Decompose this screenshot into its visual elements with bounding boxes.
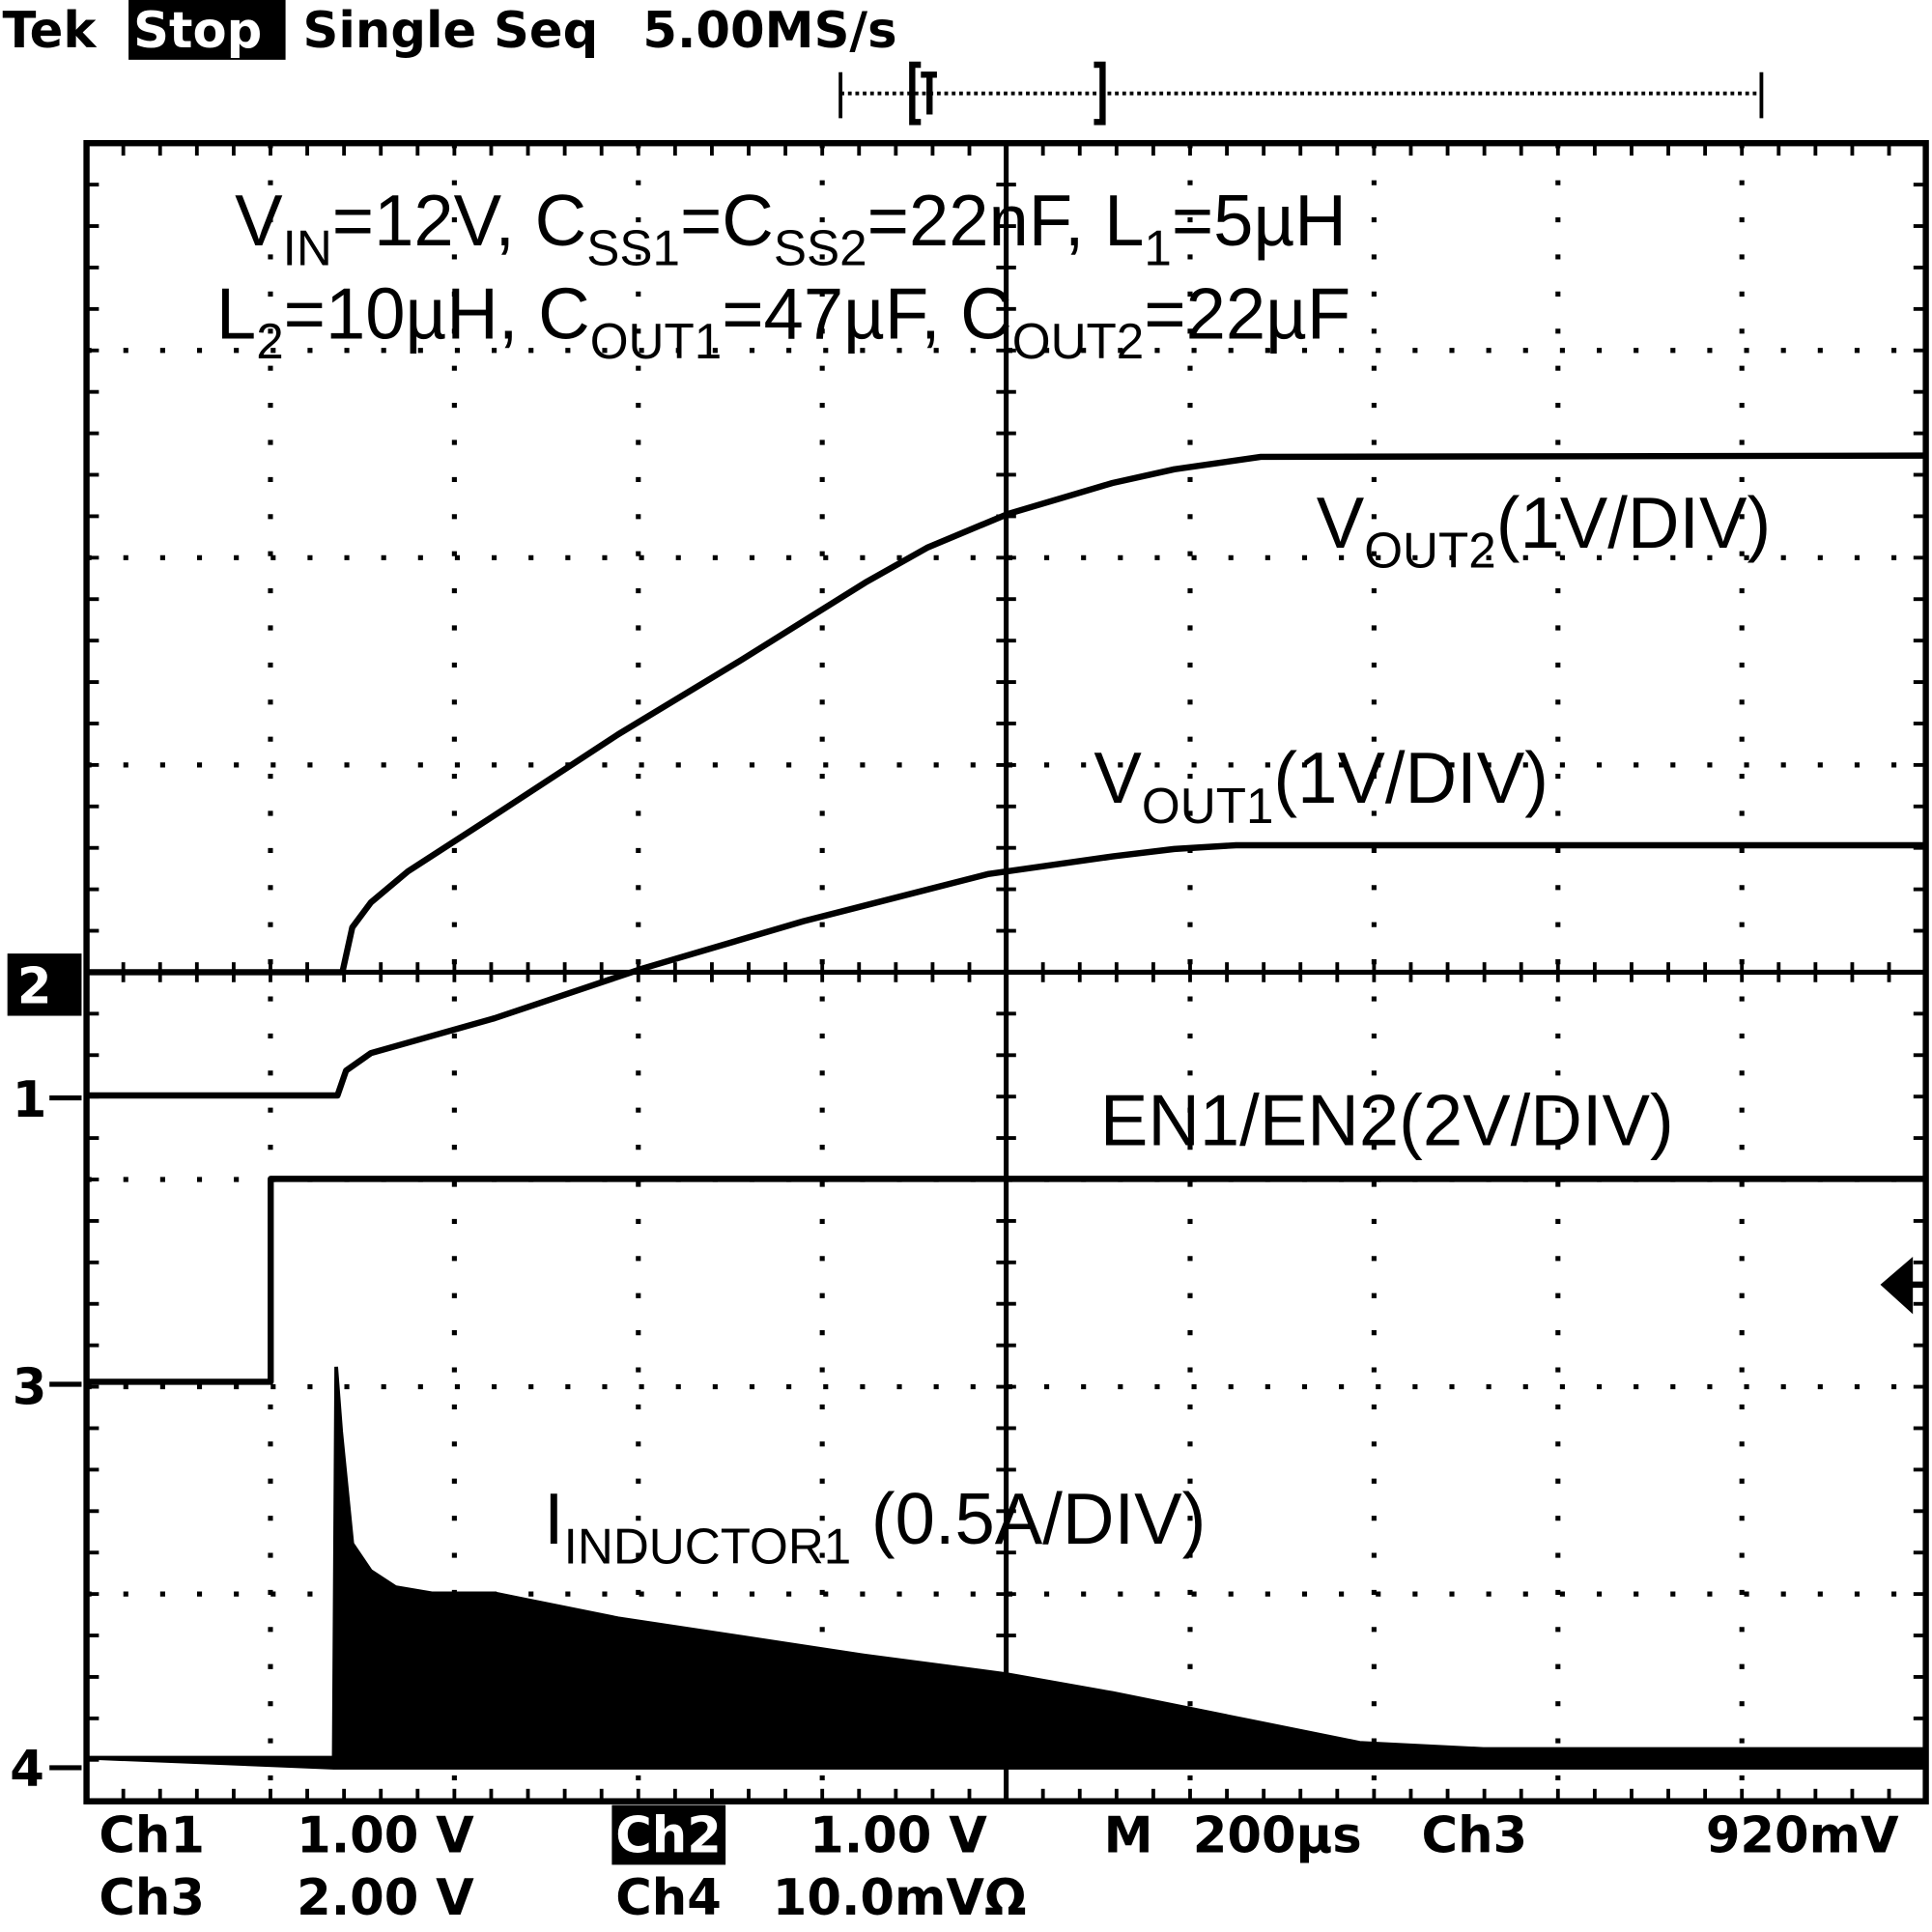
footer-label: Ch2	[615, 1806, 722, 1864]
footer-label: Ch4	[615, 1869, 722, 1927]
subscript: OUT1	[590, 314, 722, 369]
subscript: 1	[1144, 220, 1171, 275]
text-part: =22nF, L	[867, 181, 1145, 261]
footer-label: Ch3	[99, 1869, 205, 1927]
channel-marker: 3	[13, 1358, 47, 1416]
vout2-label: VOUT2(1V/DIV)	[1317, 483, 1772, 579]
inductor-label: IINDUCTOR1 (0.5A/DIV)	[544, 1479, 1206, 1575]
stop-box	[128, 0, 286, 60]
vout1-trace	[86, 841, 1926, 1099]
text-part: =5µH	[1172, 181, 1347, 261]
brand: Tek	[3, 2, 99, 60]
channel-marker: 2	[17, 957, 52, 1015]
text-part: =22µF	[1144, 273, 1350, 354]
record-bar	[838, 61, 1764, 126]
marker-arrows	[49, 1095, 82, 1771]
text-part: =10µH, C	[284, 273, 590, 354]
trigger-level-arrow	[1880, 1257, 1926, 1315]
subscript: OUT2	[1364, 523, 1495, 578]
text-part: (1V/DIV)	[1496, 483, 1772, 563]
subscript: SS1	[586, 220, 680, 275]
subscript: INDUCTOR1	[564, 1519, 852, 1574]
subscript: OUT2	[1012, 314, 1144, 369]
en-trace	[86, 1176, 1926, 1385]
acq-mode: Single Seq	[302, 2, 598, 60]
footer-label: M	[1104, 1806, 1153, 1864]
subscript: SS2	[774, 220, 867, 275]
text-part: I	[544, 1479, 564, 1559]
vout2-trace	[86, 452, 1926, 976]
vout1-label: VOUT1(1V/DIV)	[1094, 738, 1548, 834]
text-part: EN1/EN2(2V/DIV)	[1100, 1080, 1674, 1160]
footer-value: 2.00 V	[297, 1869, 474, 1927]
conditions-line1: VIN=12V, CSS1=CSS2=22nF, L1=5µH	[235, 181, 1347, 276]
footer-value: 1.00 V	[297, 1806, 474, 1864]
text-part: L	[216, 273, 256, 354]
text-part: V	[235, 181, 283, 261]
text-part: (0.5A/DIV)	[851, 1479, 1206, 1559]
footer-value: 200µs	[1193, 1806, 1362, 1864]
text-part: =12V, C	[332, 181, 586, 261]
channel-marker: 1	[13, 1071, 47, 1129]
subscript: 2	[256, 314, 283, 369]
text-part: V	[1094, 738, 1142, 818]
run-state: Stop	[133, 2, 262, 60]
subscript: IN	[283, 220, 332, 275]
ch2-marker-box	[7, 953, 82, 1016]
conditions-line2: L2=10µH, COUT1=47µF, COUT2=22µF	[216, 273, 1350, 369]
text-part: (1V/DIV)	[1273, 738, 1548, 818]
footer-label: Ch1	[99, 1806, 205, 1864]
channel-marker: 4	[10, 1741, 44, 1799]
text-part: =47µF, C	[722, 273, 1012, 354]
ch2-box	[611, 1804, 726, 1865]
inductor-trace	[86, 1366, 1928, 1770]
text-part: =C	[680, 181, 774, 261]
sample-rate: 5.00MS/s	[642, 2, 896, 60]
en-label: EN1/EN2(2V/DIV)	[1100, 1080, 1674, 1160]
footer-value: 1.00 V	[810, 1806, 987, 1864]
footer-label: Ch3	[1422, 1806, 1528, 1864]
text-part: V	[1317, 483, 1365, 563]
footer-value: 920mV	[1706, 1806, 1899, 1864]
subscript: OUT1	[1142, 779, 1273, 834]
footer-value: 10.0mVΩ	[773, 1869, 1027, 1927]
